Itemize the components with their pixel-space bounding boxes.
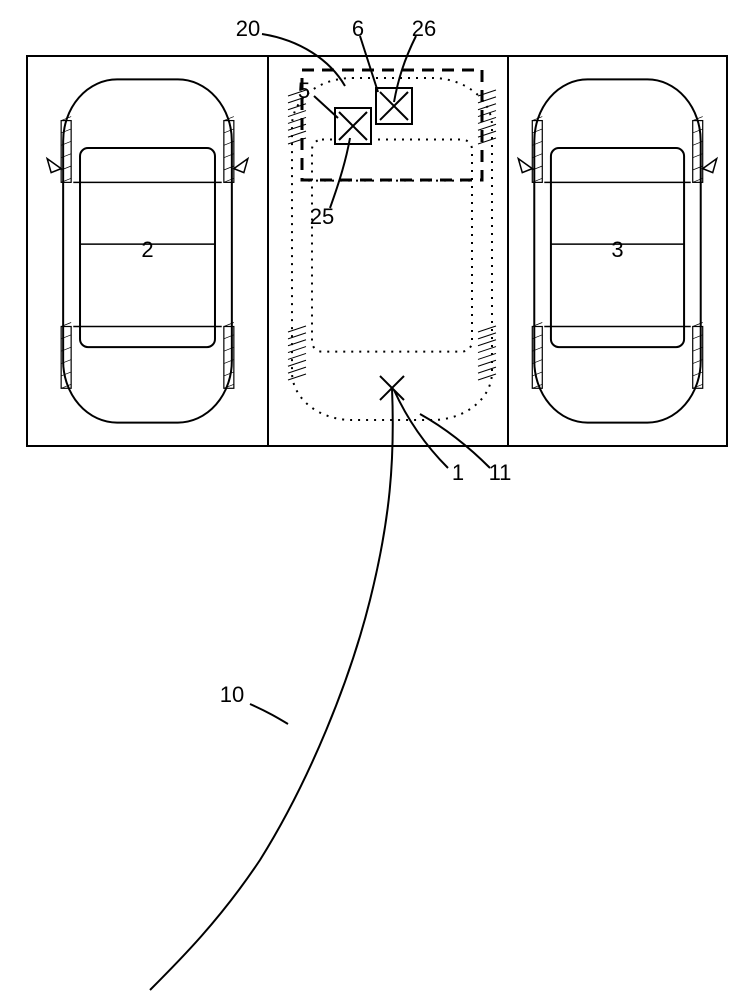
leader-1 <box>394 390 448 468</box>
car-right: 3 <box>518 79 716 422</box>
car-left: 2 <box>47 79 248 422</box>
label-26: 26 <box>412 16 436 41</box>
label-11: 11 <box>489 460 512 485</box>
leader-10 <box>250 704 288 724</box>
diagram-svg: 232062652511110 <box>0 0 754 1000</box>
marker-sq6 <box>376 88 412 124</box>
trajectory-path <box>150 388 393 990</box>
diagram-canvas: 232062652511110 <box>0 0 754 1000</box>
label-1: 1 <box>452 460 464 485</box>
label-20: 20 <box>236 16 260 41</box>
car-label: 3 <box>611 237 623 262</box>
label-6: 6 <box>352 16 364 41</box>
label-25: 25 <box>310 204 334 229</box>
leader-25 <box>330 138 350 208</box>
marker-sq5 <box>335 108 371 144</box>
label-5: 5 <box>298 78 310 103</box>
car-label: 2 <box>141 237 153 262</box>
label-10: 10 <box>220 682 244 707</box>
leader-6 <box>360 36 378 92</box>
